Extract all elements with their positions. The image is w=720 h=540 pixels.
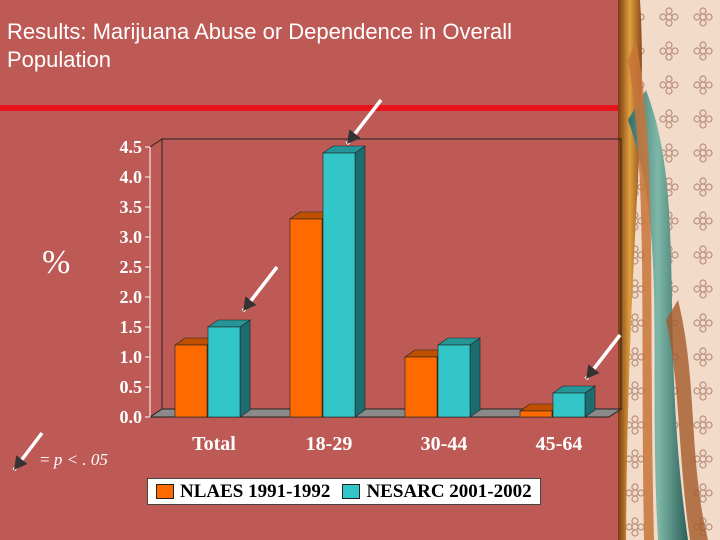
y-tick-label: 3.5: [120, 197, 143, 217]
significance-arrows: [12, 98, 622, 472]
chart-bars: [174, 145, 596, 418]
bar-nesarc-Total: [207, 326, 241, 418]
legend-label-nesarc: NESARC 2001-2002: [366, 480, 532, 502]
arrow-head: [347, 129, 361, 144]
arrow-18-29: [345, 98, 383, 146]
y-tick-label: 1.0: [120, 347, 143, 367]
bar-nlaes-18-29: [289, 218, 323, 418]
decorative-pattern-strip: [618, 0, 720, 540]
arrow-head: [586, 364, 600, 379]
arrow-45-64: [584, 333, 622, 381]
title-rule: [0, 105, 720, 111]
bar-side-nesarc-Total: [239, 319, 251, 418]
significance-note: = p < . 05: [40, 450, 108, 470]
arrow-30-44: [241, 265, 279, 313]
legend-entry-nlaes: NLAES 1991-1992: [156, 481, 330, 503]
y-axis-label: %: [42, 244, 71, 281]
arrow-legend-note: [12, 431, 44, 472]
y-tick-label: 0.0: [120, 407, 143, 427]
slide-title: Results: Marijuana Abuse or Dependence i…: [7, 19, 513, 72]
x-axis-categories: Total 18-29 30-44 45-64: [192, 433, 582, 455]
legend-entry-nesarc: NESARC 2001-2002: [342, 480, 532, 503]
bar-nlaes-Total: [174, 344, 208, 418]
arrow-head: [14, 455, 28, 470]
bar-side-nesarc-18-29: [354, 145, 366, 418]
x-category-label-18-29: 18-29: [306, 433, 353, 455]
x-category-label-Total: Total: [192, 433, 236, 455]
significance-note-equals: =: [40, 450, 54, 469]
y-tick-label: 0.5: [120, 377, 143, 397]
significance-note-p: p < . 05: [53, 450, 108, 469]
y-tick-label: 4.5: [120, 137, 143, 157]
chart-side-wall: [149, 138, 163, 418]
y-axis-ticks: 0.0 0.5 1.0 1.5 2.0 2.5 3.0 3.5 4.0 4.5: [120, 137, 151, 427]
x-category-label-45-64: 45-64: [536, 433, 583, 455]
bar-nlaes-45-64: [519, 410, 553, 418]
y-tick-label: 2.0: [120, 287, 143, 307]
arrow-head: [243, 296, 257, 311]
bar-nesarc-30-44: [437, 344, 471, 418]
bar-nesarc-45-64: [552, 392, 586, 418]
bar-nesarc-18-29: [322, 152, 356, 418]
legend-swatch-nlaes: [156, 484, 174, 499]
y-tick-label: 3.0: [120, 227, 143, 247]
legend-swatch-nesarc: [342, 484, 361, 499]
bar-side-nesarc-30-44: [469, 337, 481, 418]
chart-legend: NLAES 1991-1992 NESARC 2001-2002: [147, 478, 541, 505]
legend-label-nlaes: NLAES 1991-1992: [180, 480, 331, 502]
x-category-label-30-44: 30-44: [421, 433, 468, 455]
bar-nlaes-30-44: [404, 356, 438, 418]
y-tick-label: 1.5: [120, 317, 143, 337]
y-tick-label: 4.0: [120, 167, 143, 187]
y-tick-label: 2.5: [120, 257, 143, 277]
